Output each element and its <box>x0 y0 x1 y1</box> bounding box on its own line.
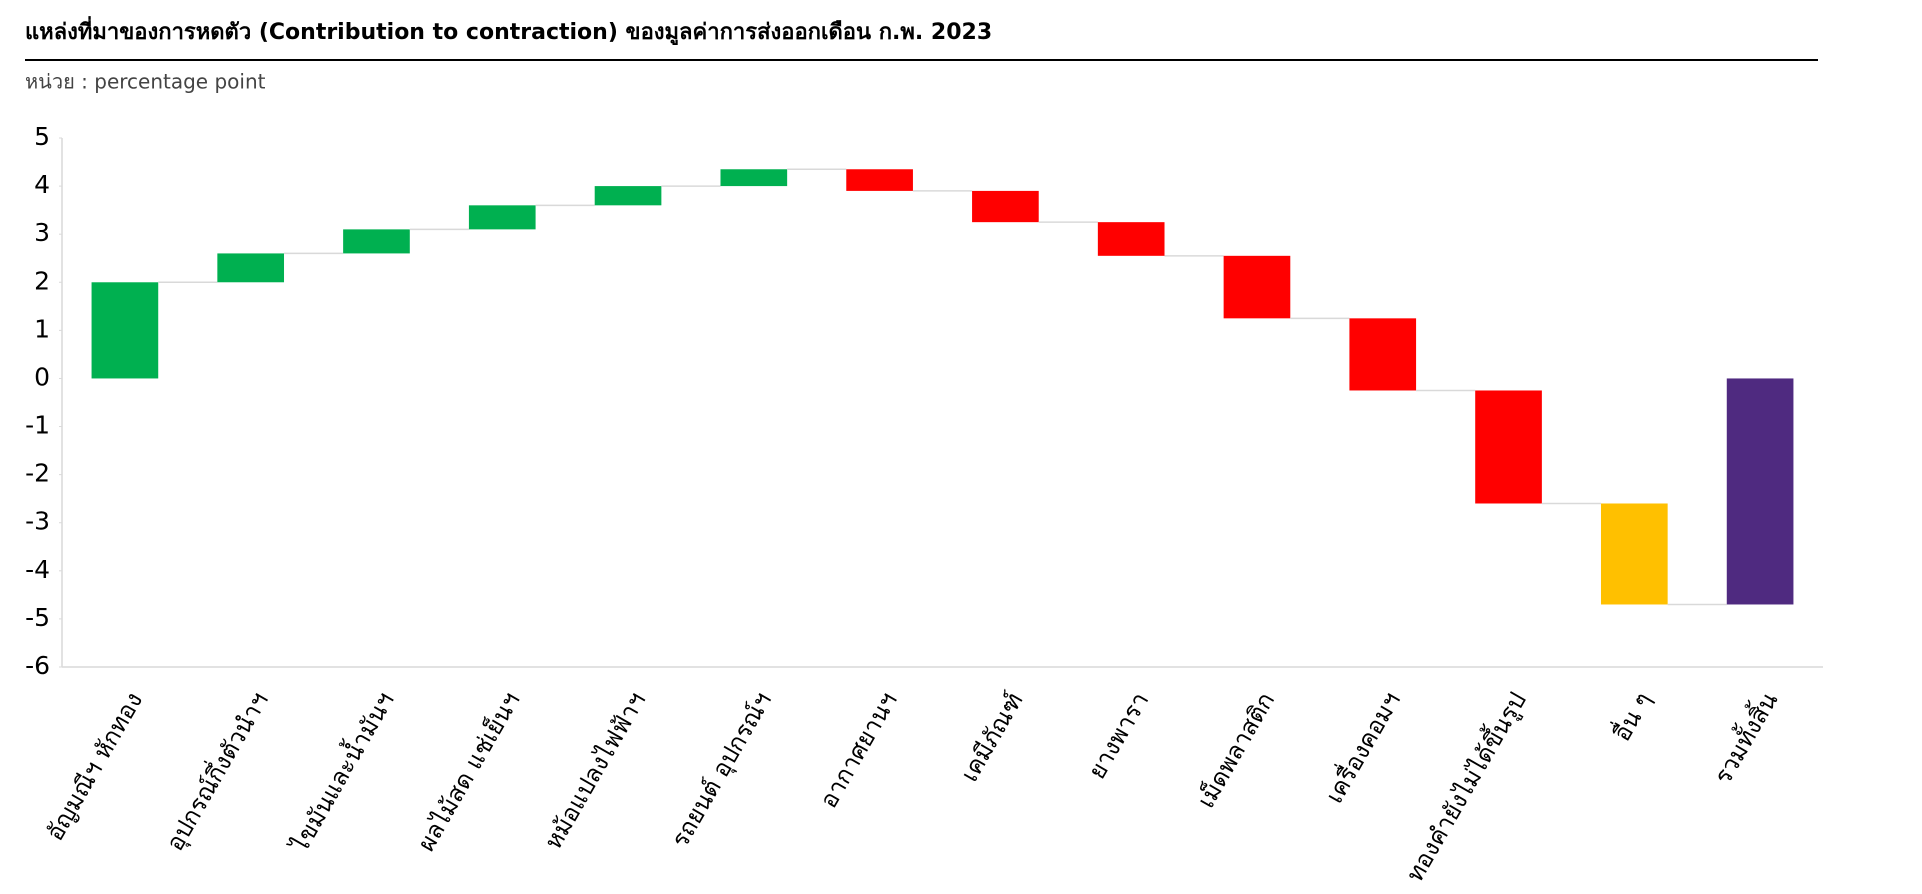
bar <box>846 169 913 191</box>
x-tick-label: ยางพารา <box>1083 688 1155 784</box>
bar <box>1097 222 1165 256</box>
x-tick-label: อากาศยานฯ <box>814 688 903 813</box>
x-tick-label: หม้อแปลงไฟฟ้าฯ <box>539 688 651 855</box>
bar <box>217 253 285 283</box>
x-tick-label: อุปกรณ์กึ่งตัวนำฯ <box>158 686 275 856</box>
y-tick-label: 2 <box>34 266 50 295</box>
bar <box>1223 255 1291 319</box>
y-tick-label: -6 <box>25 651 50 680</box>
y-tick-label: 3 <box>34 218 50 247</box>
y-tick-label: -5 <box>25 603 50 632</box>
x-tick-label: ผลไม้สด แช่เย็นฯ <box>411 687 525 856</box>
y-tick-label: 5 <box>34 122 50 151</box>
x-tick-label: เม็ดพลาสติก <box>1191 687 1280 813</box>
y-tick-label: -2 <box>25 459 50 488</box>
y-tick-label: 0 <box>34 362 50 391</box>
y-tick-label: 1 <box>34 314 50 343</box>
y-tick-label: 4 <box>34 170 50 199</box>
x-tick-label: ไขมันและน้ำมันฯ <box>281 686 399 859</box>
bar <box>1600 503 1668 605</box>
x-tick-label: อื่น ๆ <box>1605 686 1658 746</box>
bar <box>972 190 1039 223</box>
y-tick-label: -4 <box>25 555 50 584</box>
bar <box>468 205 536 230</box>
bar <box>1726 378 1794 605</box>
bar <box>343 229 410 254</box>
chart-subtitle: หน่วย : percentage point <box>25 70 266 94</box>
chart-title: แหล่งที่มาของการหดตัว (Contribution to c… <box>25 15 992 46</box>
bar <box>1475 390 1542 504</box>
x-tick-label: เครื่องคอมฯ <box>1318 686 1406 808</box>
x-tick-label: เคมีภัณฑ์ <box>955 687 1028 786</box>
bar <box>1349 318 1417 391</box>
bar <box>91 282 159 379</box>
y-tick-label: -3 <box>25 507 50 536</box>
y-tick-label: -1 <box>25 411 50 440</box>
x-tick-label: รถยนต์ อุปกรณ์ฯ <box>666 688 778 853</box>
bar <box>594 186 662 206</box>
x-tick-label: ทองคำยังไม่ได้ขึ้นรูป <box>1397 686 1532 888</box>
x-tick-label: อัญมณีฯ หักทอง <box>41 688 148 846</box>
x-tick-label: รวมทั้งสิ้น <box>1705 686 1783 789</box>
bar <box>720 169 788 187</box>
